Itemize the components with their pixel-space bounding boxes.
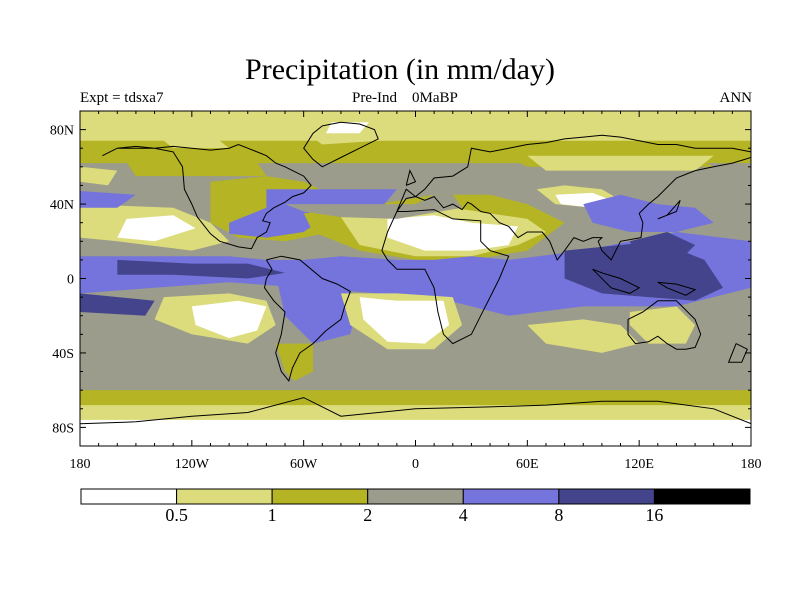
- colorbar-label: 16: [645, 505, 663, 525]
- colorbar: 0.5 1 2 4 8 16: [80, 488, 751, 525]
- precip-region-b4_8: [275, 274, 360, 344]
- axis-ticks: [79, 110, 752, 447]
- lon-tick-label: 60E: [516, 457, 539, 472]
- precip-region-b2_4: [285, 194, 463, 219]
- season-label: ANN: [719, 90, 753, 106]
- experiment-label: Expt = tdsxa7: [80, 90, 164, 106]
- run-label: Pre-Ind 0MaBP: [352, 90, 458, 106]
- lon-tick-label: 60W: [290, 457, 318, 472]
- lon-tick-label: 180: [70, 457, 91, 472]
- lon-tick-label: 120W: [175, 457, 210, 472]
- lat-tick-label: 80N: [50, 124, 74, 139]
- lon-tick-label: 180: [741, 457, 762, 472]
- precip-region-b8_16: [117, 259, 285, 279]
- precip-region-b05_1: [154, 133, 230, 149]
- colorbar-swatch: [271, 488, 369, 505]
- precip-region-b8_16: [80, 293, 155, 316]
- precip-region-b05_1: [527, 155, 714, 171]
- colorbar-swatch: [80, 488, 178, 505]
- colorbar-swatch: [558, 488, 655, 505]
- colorbar-swatch: [367, 488, 464, 505]
- coastline: [102, 143, 312, 250]
- precip-region-b4_8: [80, 191, 136, 208]
- precip-region-lt05: [191, 300, 267, 339]
- colorbar-label: 0.5: [165, 505, 188, 525]
- colorbar-label: 4: [459, 505, 468, 525]
- colorbar-label: 2: [363, 505, 372, 525]
- colorbar-swatch: [176, 488, 273, 505]
- map-title: Precipitation (in mm/day): [245, 53, 555, 86]
- lat-tick-label: 40S: [52, 347, 74, 362]
- coastline: [381, 209, 510, 345]
- coastline: [627, 300, 702, 350]
- coastline: [303, 121, 379, 168]
- lon-tick-label: 0: [412, 457, 419, 472]
- precip-region-b4_8: [583, 194, 714, 232]
- precip-region-b05_1: [80, 111, 751, 141]
- precip-region-b8_16: [629, 232, 696, 264]
- precip-region-lt05: [80, 419, 751, 446]
- lat-tick-label: 40N: [50, 198, 74, 213]
- precipitation-fill-layer: [80, 111, 751, 446]
- coastline: [405, 169, 417, 186]
- precip-region-lt05: [117, 215, 196, 242]
- coastline: [80, 397, 751, 425]
- precip-region-b4_8: [229, 207, 323, 238]
- coastline-layer: [80, 121, 751, 425]
- coastline: [396, 134, 751, 261]
- lat-tick-label: 80S: [52, 421, 74, 436]
- precip-region-b05_1: [527, 319, 640, 353]
- precip-region-b05_1: [80, 166, 118, 186]
- coastline: [592, 268, 641, 294]
- coastline: [263, 255, 351, 382]
- precip-region-b1_2: [275, 343, 313, 381]
- coastline: [657, 199, 681, 220]
- precip-region-b1_2: [117, 148, 267, 177]
- colorbar-label: 1: [268, 505, 277, 525]
- precip-region-lt05: [359, 297, 450, 344]
- axis-labels: 80N 40N 0 40S 80S 180 120W 60W 0 60E 120E 180: [50, 124, 762, 472]
- lat-tick-label: 0: [67, 273, 74, 288]
- precip-region-b05_1: [629, 306, 696, 344]
- colorbar-label: 8: [554, 505, 563, 525]
- precip-region-lt05: [387, 215, 518, 251]
- colorbar-swatch: [653, 488, 751, 505]
- lon-tick-label: 120E: [624, 457, 654, 472]
- precip-region-lt05: [326, 122, 369, 134]
- coastline: [727, 343, 748, 363]
- colorbar-swatch: [462, 488, 560, 505]
- coastline: [657, 281, 697, 296]
